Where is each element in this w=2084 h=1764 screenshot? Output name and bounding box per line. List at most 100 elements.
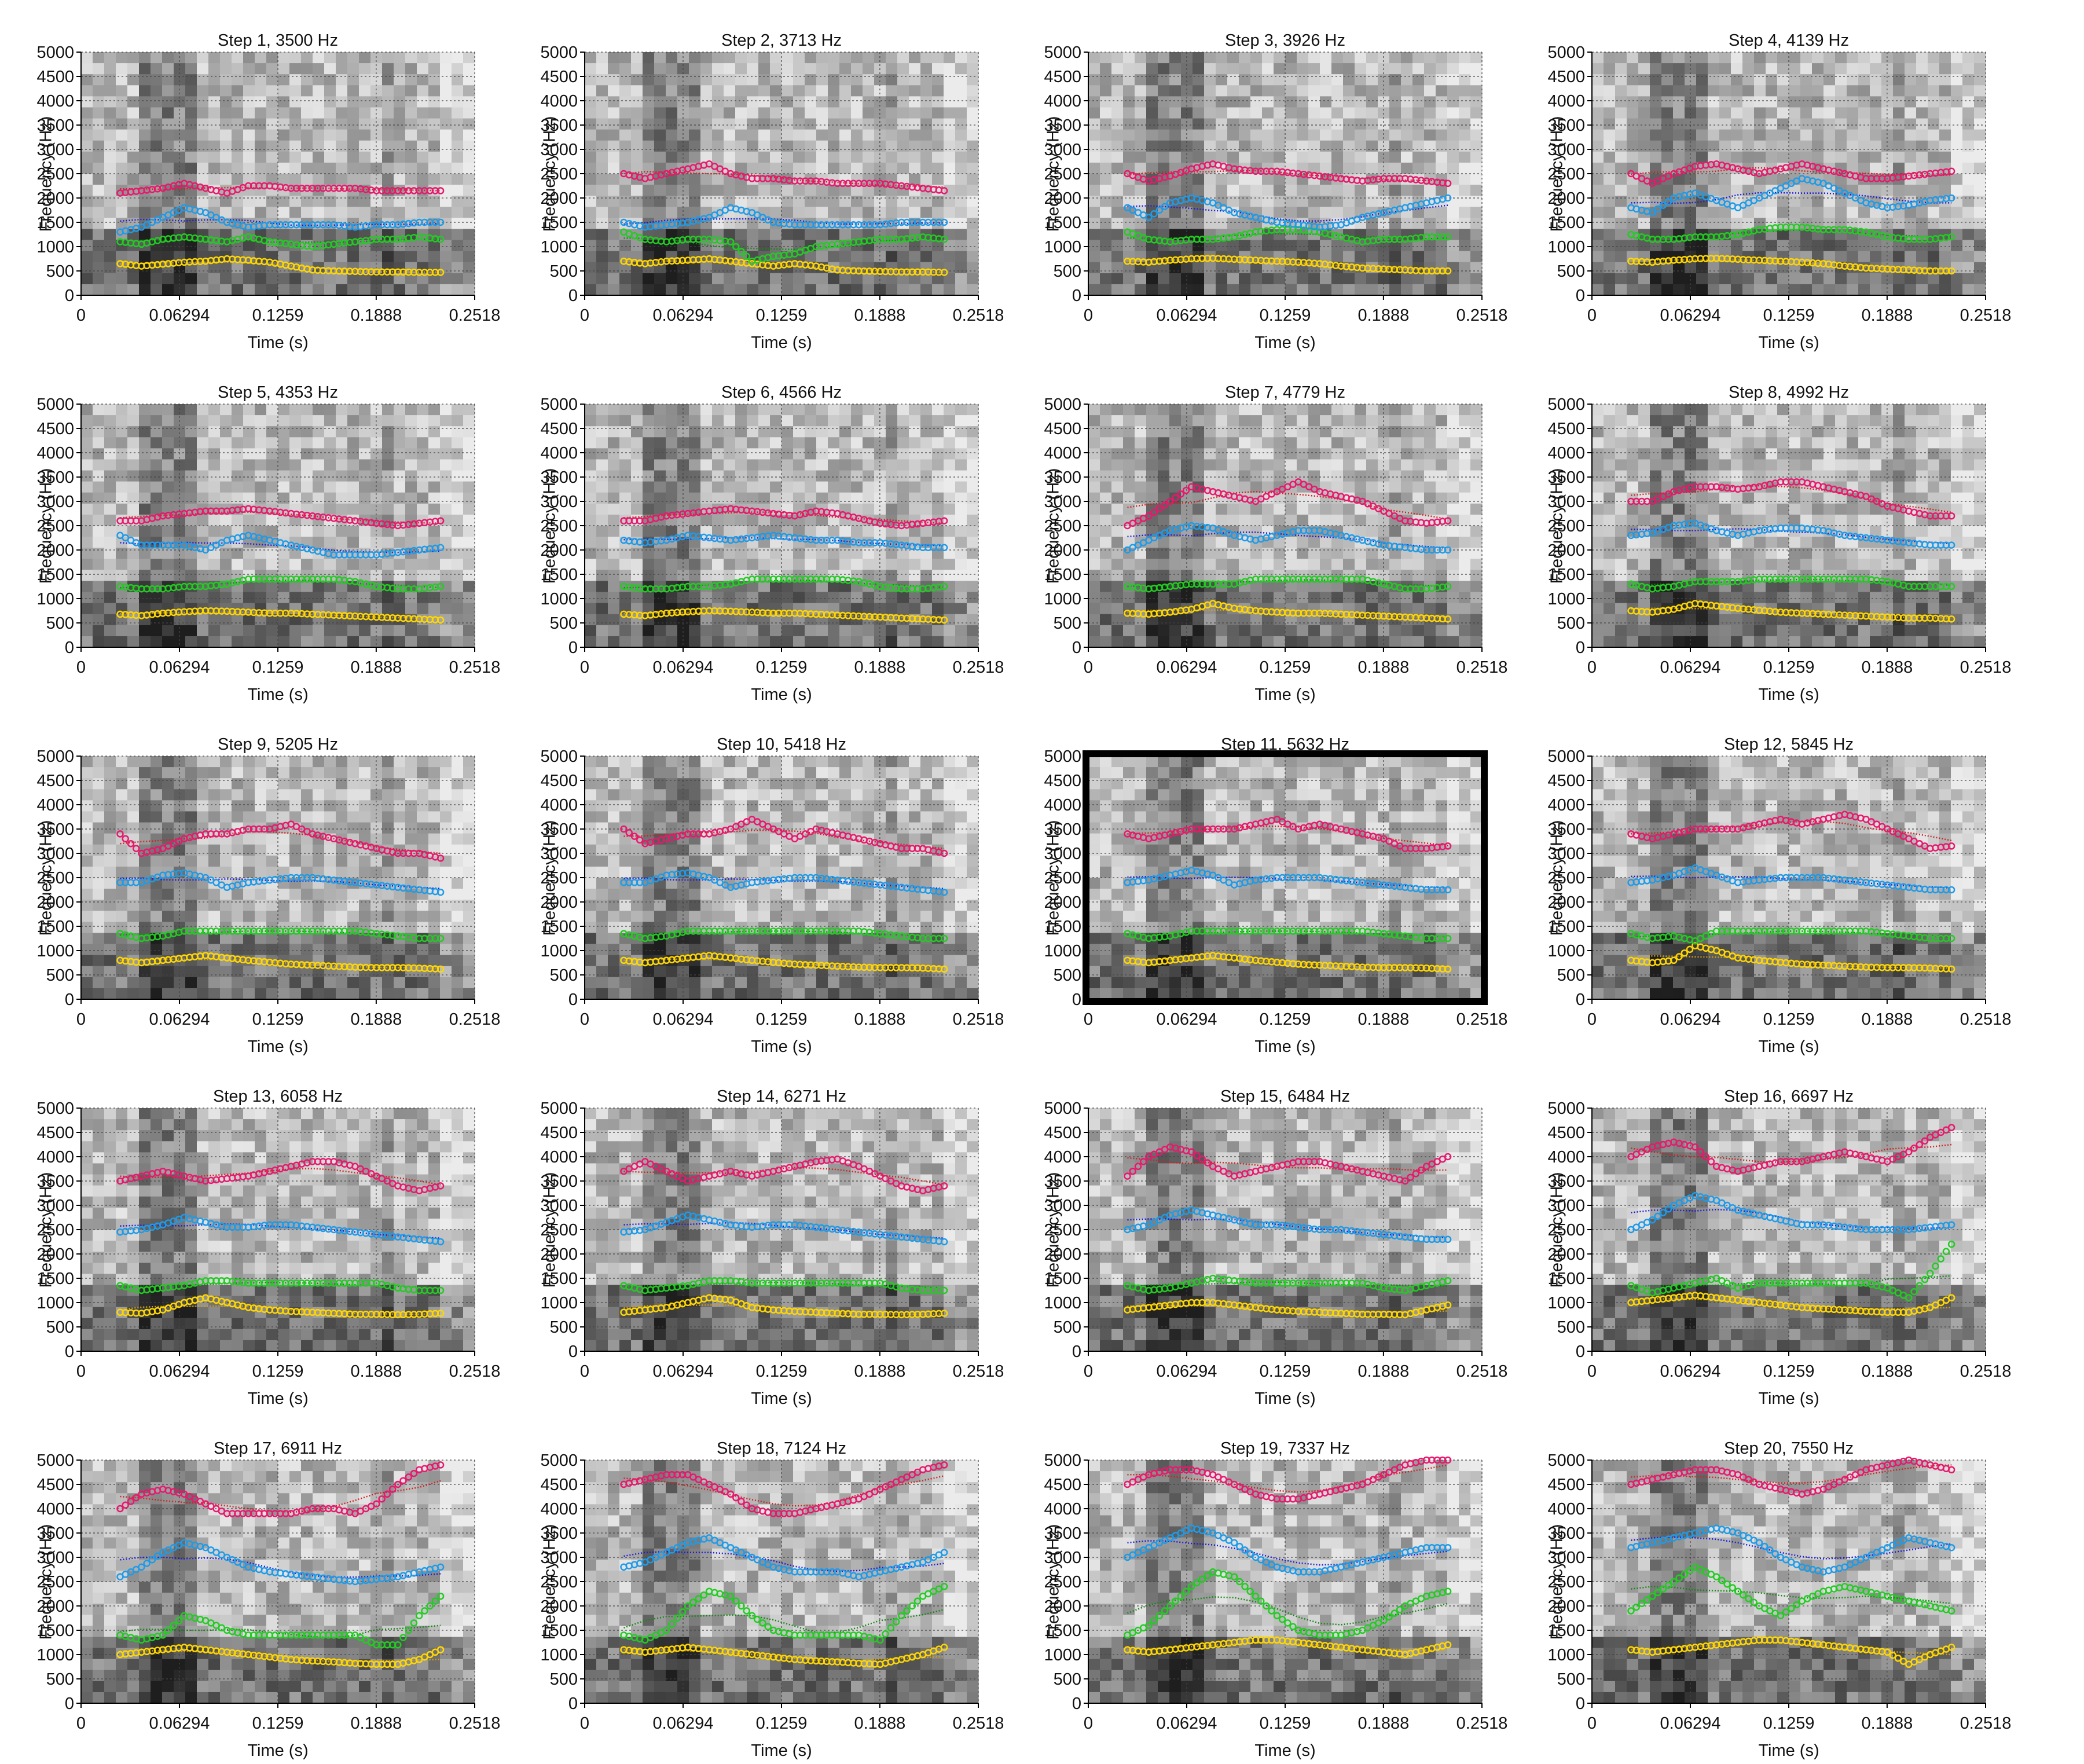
spectrogram-cell — [1731, 262, 1743, 274]
spectrogram-cell — [1847, 141, 1859, 152]
spectrogram-cell — [208, 284, 221, 296]
spectrogram-cell — [81, 537, 93, 548]
spectrogram-cell — [162, 570, 174, 581]
spectrogram-cell — [1308, 85, 1320, 97]
spectrogram-cell — [382, 107, 394, 119]
spectrogram-cell — [313, 636, 325, 648]
spectrogram-cell — [370, 603, 383, 615]
spectrogram-cell — [220, 174, 232, 185]
spectrogram-cell — [1169, 240, 1182, 252]
spectrogram-cell — [93, 207, 105, 218]
spectrogram-cell — [839, 163, 852, 174]
spectrogram-cell — [1193, 107, 1205, 119]
spectrogram-cell — [428, 163, 441, 174]
spectrogram-cell — [1100, 141, 1112, 152]
spectrogram-cell — [197, 141, 209, 152]
spectrogram-cell — [289, 52, 302, 64]
spectrogram-cell — [1592, 196, 1604, 207]
spectrogram-cell — [1789, 273, 1801, 285]
spectrogram-cell — [93, 404, 105, 416]
spectrogram-cell — [1719, 107, 1731, 119]
spectrogram-cell — [1343, 107, 1355, 119]
spectrogram-cell — [347, 96, 359, 108]
spectrogram-cell — [1239, 240, 1251, 252]
spectrogram-cell — [1592, 152, 1604, 163]
spectrogram-cell — [1239, 52, 1251, 64]
spectrogram-cell — [654, 152, 666, 163]
spectrogram-cell — [967, 240, 979, 252]
spectrogram-cell — [1939, 251, 1951, 263]
spectrogram-cell — [1858, 185, 1870, 196]
y-tick-label: 5000 — [1044, 43, 1081, 62]
spectrogram-cell — [301, 96, 313, 108]
spectrogram-cell — [1227, 240, 1239, 252]
spectrogram-cell — [596, 174, 608, 185]
spectrogram-cell — [747, 284, 759, 296]
spectrogram-cell — [851, 119, 863, 130]
spectrogram-cell — [1412, 85, 1425, 97]
spectrogram-cell — [1905, 207, 1917, 218]
spectrogram-cell — [1343, 119, 1355, 130]
spectrogram-cell — [1708, 284, 1720, 296]
spectrogram-cell — [278, 404, 290, 416]
spectrogram-cell — [220, 515, 232, 526]
spectrogram-cell — [1088, 273, 1100, 285]
spectrogram-cell — [1627, 218, 1639, 229]
spectrogram-cell — [452, 85, 464, 97]
spectrogram-cell — [347, 141, 359, 152]
spectrogram-cell — [1366, 85, 1378, 97]
spectrogram-cell — [93, 85, 105, 97]
spectrogram-cell — [382, 404, 394, 416]
spectrogram-cell — [220, 614, 232, 626]
spectrogram-cell — [1470, 74, 1483, 86]
spectrogram-cell — [1158, 284, 1170, 296]
spectrogram-cell — [631, 96, 643, 108]
spectrogram-cell — [116, 163, 128, 174]
spectrogram-cell — [1928, 52, 1940, 64]
spectrogram-cell — [116, 85, 128, 97]
spectrogram-cell — [643, 152, 655, 163]
spectrogram-cell — [347, 130, 359, 141]
spectrogram-cell — [1424, 185, 1436, 196]
spectrogram-cell — [428, 437, 441, 449]
spectrogram-cell — [955, 174, 967, 185]
spectrogram-cell — [116, 570, 128, 581]
spectrogram-cell — [208, 196, 221, 207]
spectrogram-cell — [1216, 74, 1228, 86]
spectrogram-cell — [127, 504, 140, 515]
spectrogram-cell — [359, 404, 371, 416]
spectrogram-cell — [1604, 218, 1616, 229]
spectrogram-cell — [347, 85, 359, 97]
spectrogram-cell — [1227, 185, 1239, 196]
spectrogram-cell — [1424, 63, 1436, 75]
spectrogram-cell — [139, 548, 151, 559]
spectrogram-cell — [127, 63, 140, 75]
spectrogram-cell — [1389, 52, 1401, 64]
spectrogram-cell — [174, 240, 186, 252]
spectrogram-cell — [243, 515, 255, 526]
spectrogram-cell — [1366, 130, 1378, 141]
spectrogram-cell — [289, 284, 302, 296]
spectrogram-cell — [452, 404, 464, 416]
spectrogram-cell — [197, 482, 209, 493]
spectrogram-cell — [1308, 141, 1320, 152]
spectrogram-cell — [654, 119, 666, 130]
spectrogram-cell — [1412, 240, 1425, 252]
spectrogram-cell — [1459, 74, 1471, 86]
spectrogram-cell — [1123, 130, 1135, 141]
spectrogram-cell — [1835, 119, 1847, 130]
spectrogram-cell — [93, 592, 105, 604]
spectrogram-cell — [440, 284, 452, 296]
spectrogram-cell — [1297, 196, 1309, 207]
spectrogram-cell — [689, 96, 701, 108]
spectrogram-cell — [1719, 130, 1731, 141]
spectrogram-cell — [1355, 85, 1367, 97]
spectrogram-cell — [909, 119, 921, 130]
spectrogram-cell — [1470, 96, 1483, 108]
spectrogram-cell — [1169, 63, 1182, 75]
spectrogram-cell — [689, 273, 701, 285]
spectrogram-cell — [463, 570, 475, 581]
spectrogram-cell — [1592, 229, 1604, 240]
spectrogram-cell — [1835, 196, 1847, 207]
spectrogram-cell — [1673, 63, 1685, 75]
